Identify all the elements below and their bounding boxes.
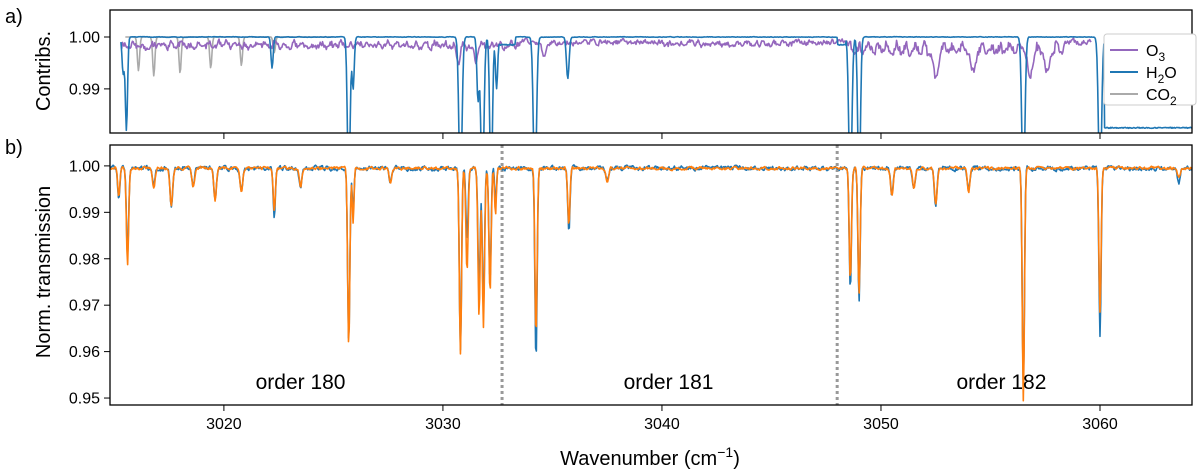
y-tick-label: 1.00	[69, 29, 100, 46]
y-tick-label: 0.98	[69, 251, 100, 268]
x-tick-label: 3020	[206, 416, 242, 433]
panel-a-y-axis-label: Contribs.	[33, 31, 55, 111]
legend-label: O3	[1146, 43, 1165, 64]
panel-b-frame	[109, 144, 1193, 406]
x-axis-label: Wavenumber (cm−1)	[560, 444, 740, 470]
series-line-observed	[110, 164, 1192, 390]
y-tick-label: 0.97	[69, 298, 100, 315]
panel-a-y-ticks: 0.99 1.00	[69, 29, 110, 98]
series-line-h2o	[120, 35, 1192, 133]
y-tick-label: 1.00	[69, 158, 100, 175]
panel-a-frame	[109, 9, 1193, 134]
panel-b: b) 0.95 0.96 0.97 0.98 0.99 1.00 3020 3030 3040…	[5, 137, 1193, 470]
x-tick-label: 3060	[1082, 416, 1118, 433]
y-tick-label: 0.99	[69, 205, 100, 222]
legend-label: H2O	[1146, 65, 1177, 86]
y-tick-label: 0.96	[69, 344, 100, 361]
y-tick-label: 0.95	[69, 391, 100, 408]
y-tick-label: 0.99	[69, 81, 100, 98]
legend-box	[1103, 33, 1197, 106]
panel-a-x-ticks	[223, 133, 1101, 139]
panel-b-series	[110, 164, 1192, 402]
panel-b-y-ticks: 0.95 0.96 0.97 0.98 0.99 1.00	[69, 158, 110, 408]
order-label: order 181	[624, 371, 714, 394]
panel-b-letter: b)	[5, 137, 23, 159]
panel-a-series	[120, 35, 1192, 133]
order-label: order 182	[956, 371, 1046, 394]
x-tick-label: 3030	[425, 416, 461, 433]
panel-b-x-ticks: 3020 3030 3040 3050 3060	[206, 405, 1118, 433]
panel-a-letter: a)	[5, 6, 23, 28]
order-boundaries	[500, 145, 839, 405]
x-tick-label: 3040	[644, 416, 680, 433]
order-labels: order 180 order 181 order 182	[256, 371, 1047, 394]
order-label: order 180	[256, 371, 346, 394]
panel-b-y-axis-label: Norm. transmission	[33, 186, 55, 358]
legend-label: CO2	[1146, 87, 1177, 108]
series-line-model	[110, 165, 1192, 402]
x-tick-label: 3050	[863, 416, 899, 433]
series-line-o3	[120, 37, 1092, 80]
